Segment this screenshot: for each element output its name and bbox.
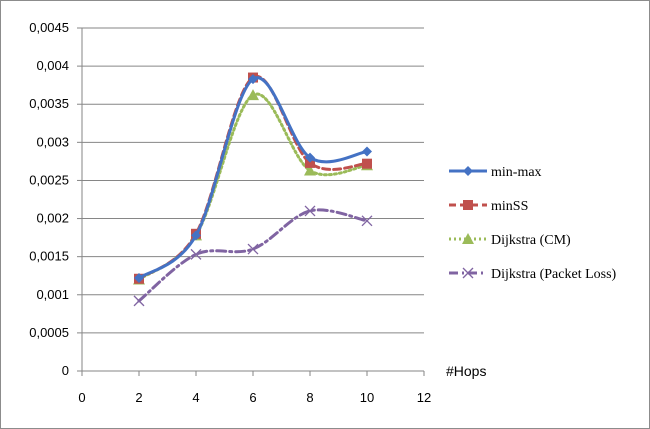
x-tick-label: 2 (135, 390, 142, 405)
legend-marker (462, 233, 474, 244)
y-tick-label: 0,001 (36, 287, 69, 302)
data-point-dijkstra-packet-loss (133, 295, 145, 307)
legend: min-max minSS Dijkstra (CM) Dijkstra (Packe… (449, 165, 617, 282)
data-point-minss (305, 157, 315, 168)
marker-stroke (247, 243, 259, 255)
series-line-dijkstra-cm (137, 92, 369, 282)
data-point-min-max (305, 152, 315, 163)
x-tick-label: 0 (78, 390, 85, 405)
legend-label: Dijkstra (Packet Loss) (491, 267, 617, 282)
legend-entry-minss: minSS (449, 199, 528, 214)
data-point-min-max (248, 74, 258, 85)
legend-label: min-max (491, 165, 542, 180)
data-point-min-max (191, 230, 201, 241)
marker-stroke (304, 205, 316, 217)
legend-entry-dijkstra-cm: Dijkstra (CM) (449, 233, 571, 248)
y-tick-label: 0,0045 (29, 20, 69, 35)
data-point-dijkstra-packet-loss (361, 215, 373, 227)
data-point-dijkstra-packet-loss (190, 248, 202, 260)
y-tick-label: 0,0035 (29, 96, 69, 111)
axes: 0 0,0005 0,001 0,0015 0,002 0,0025 0,003 0,0035… (29, 20, 431, 405)
series-dijkstra-packet-loss (133, 205, 373, 307)
legend-entry-dijkstra-packet-loss: Dijkstra (Packet Loss) (449, 267, 617, 282)
y-tick-label: 0 (62, 363, 69, 378)
y-tick-label: 0,004 (36, 58, 69, 73)
x-tick-label: 6 (249, 390, 256, 405)
x-axis-label: #Hops (446, 363, 486, 379)
data-point-min-max (362, 146, 372, 157)
data-point-dijkstra-cm (304, 164, 316, 176)
data-point-min-max (134, 273, 144, 284)
y-tick-label: 0,003 (36, 134, 69, 149)
legend-label: Dijkstra (CM) (491, 233, 571, 248)
marker-stroke (190, 248, 202, 260)
gridlines (82, 27, 424, 334)
x-tick-label: 4 (192, 390, 199, 405)
data-point-dijkstra-packet-loss (304, 205, 316, 217)
y-tick-label: 0,0005 (29, 325, 69, 340)
marker-stroke (133, 295, 145, 307)
y-tick-label: 0,0015 (29, 249, 69, 264)
series-line-dijkstra-packet-loss (137, 208, 369, 303)
series-dijkstra-cm (133, 89, 373, 285)
data-point-minss (362, 158, 372, 169)
data-point-dijkstra-cm (247, 89, 259, 101)
series-lines (133, 72, 373, 307)
data-point-dijkstra-packet-loss (247, 243, 259, 255)
series-min-max (134, 74, 372, 284)
x-tick-label: 12 (417, 390, 431, 405)
legend-marker (463, 166, 473, 176)
legend-label: minSS (491, 199, 528, 214)
x-tick-label: 10 (360, 390, 374, 405)
marker-stroke (462, 267, 474, 279)
legend-marker (462, 267, 474, 279)
y-tick-label: 0,0025 (29, 172, 69, 187)
marker-stroke (361, 215, 373, 227)
legend-entry-min-max: min-max (449, 165, 542, 180)
y-tick-label: 0,002 (36, 211, 69, 226)
x-tick-label: 8 (306, 390, 313, 405)
legend-marker (463, 200, 473, 210)
